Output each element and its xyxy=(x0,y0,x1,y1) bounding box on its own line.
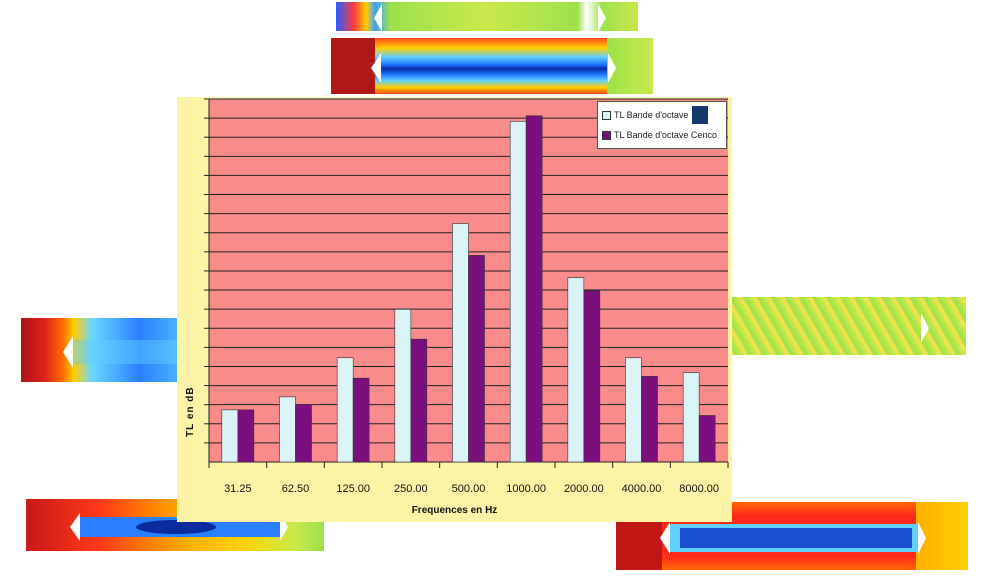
legend-square xyxy=(692,106,709,124)
legend-item-1: TL Bande d'octave xyxy=(602,105,722,125)
simulation-image-top-large xyxy=(329,36,655,96)
bar-series1-62.50 xyxy=(279,396,296,463)
legend-item-2: TL Bande d'octave Cenco xyxy=(602,125,722,145)
bar-series2-1000.00 xyxy=(525,115,543,463)
simulation-image-top-small xyxy=(334,0,640,33)
bar-series1-125.00 xyxy=(336,357,354,463)
x-tick-label: 250.00 xyxy=(394,483,428,495)
x-tick-label: 4000.00 xyxy=(621,483,662,495)
bar-series1-4000.00 xyxy=(625,357,642,463)
bar-chart xyxy=(204,98,729,468)
x-tick-label: 125.00 xyxy=(336,483,370,495)
legend-label-2: TL Bande d'octave Cenco xyxy=(614,130,717,140)
bar-series2-250.00 xyxy=(410,338,428,463)
bar-series2-62.50 xyxy=(295,403,312,463)
x-tick-label: 1000.00 xyxy=(506,483,547,495)
bar-series1-250.00 xyxy=(394,309,412,463)
bar-series2-31.25 xyxy=(237,409,255,463)
x-tick-label: 31.25 xyxy=(224,483,252,495)
simulation-bottom-right-duct xyxy=(660,522,926,554)
bar-series1-8000.00 xyxy=(682,372,700,463)
y-axis-label: TL en dB xyxy=(185,386,196,437)
bar-series1-500.00 xyxy=(452,223,469,463)
bar-series1-31.25 xyxy=(221,409,239,463)
bar-series2-4000.00 xyxy=(641,376,658,463)
bar-series1-1000.00 xyxy=(509,121,527,463)
bar-series2-500.00 xyxy=(468,255,485,463)
x-tick-label: 8000.00 xyxy=(679,483,720,495)
legend-swatch-2 xyxy=(602,130,611,140)
simulation-pattern-top xyxy=(374,4,606,31)
bar-series2-125.00 xyxy=(352,377,370,463)
x-tick-label: 62.50 xyxy=(281,483,310,495)
bar-series2-2000.00 xyxy=(583,290,601,463)
legend-label-1: TL Bande d'octave xyxy=(614,110,689,120)
bar-series2-8000.00 xyxy=(698,415,716,463)
y-axis-label-wrap: TL en dB xyxy=(185,386,199,487)
bar-series1-2000.00 xyxy=(567,277,585,463)
chart-frame: TL en dB Frequences en Hz 31.25 62.50 125.… xyxy=(177,97,732,522)
simulation-left-region xyxy=(331,38,375,94)
x-tick-label: 2000.00 xyxy=(563,483,604,495)
x-tick-label: 500.00 xyxy=(451,483,486,495)
x-axis-label: Frequences en Hz xyxy=(411,505,498,516)
legend: TL Bande d'octave TL Bande d'octave Cenc… xyxy=(597,101,727,149)
simulation-duct-shape xyxy=(371,53,616,83)
legend-swatch-1 xyxy=(602,110,611,120)
